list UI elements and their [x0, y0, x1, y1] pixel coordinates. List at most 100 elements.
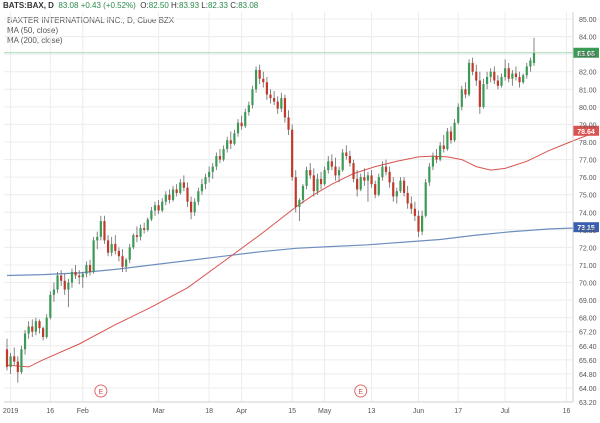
ma200-badge-bg	[573, 222, 599, 233]
candle-body	[204, 177, 207, 185]
y-tick-label: 81.00	[579, 87, 597, 94]
x-tick-label: 18	[205, 408, 213, 415]
y-tick-label: 74.00	[579, 210, 597, 217]
candles	[5, 37, 536, 383]
symbol-header: BATS:BAX, D 83.08 +0.43 (+0.52%) O:82.50…	[0, 0, 600, 13]
x-tick-label: Jun	[413, 408, 424, 415]
candle-body	[500, 77, 503, 86]
candle-body	[146, 219, 149, 230]
y-tick-label: 64.80	[579, 372, 597, 379]
legend-ma50[interactable]: MA (50, close)	[7, 26, 59, 35]
candle-body	[106, 240, 110, 253]
candle-body	[395, 191, 398, 197]
high-value: 83.93	[179, 1, 200, 10]
candle-body	[38, 321, 41, 329]
candle-body	[222, 149, 225, 160]
candle-body	[197, 191, 200, 202]
candle-body	[323, 170, 326, 185]
y-tick-label: 82.00	[579, 70, 597, 77]
candle-body	[211, 166, 214, 172]
candle-body	[421, 215, 424, 232]
candle-body	[330, 161, 333, 167]
candle-body	[247, 105, 250, 113]
legend-title: BAXTER INTERNATIONAL INC., D, Cboe BZX	[7, 16, 175, 25]
candle-body	[157, 205, 160, 211]
y-tick-label: 70.00	[579, 281, 597, 288]
candle-body	[262, 78, 265, 83]
candle-body	[164, 194, 167, 202]
candle-body	[60, 275, 63, 281]
candle-body	[280, 98, 283, 109]
candle-body	[388, 171, 391, 183]
candle-body	[258, 69, 261, 79]
open-value: 82.50	[148, 1, 169, 10]
candle-body	[532, 52, 536, 63]
candle-body	[186, 187, 189, 202]
x-tick-label: 15	[288, 408, 296, 415]
candle-body	[377, 177, 380, 195]
candle-body	[327, 161, 330, 171]
candle-body	[254, 69, 258, 90]
candle-body	[471, 62, 474, 72]
candle-body	[31, 326, 34, 332]
candle-body	[442, 145, 445, 150]
y-tick-label: 78.00	[579, 140, 597, 147]
candle-body	[410, 203, 413, 209]
candle-body	[449, 131, 453, 141]
candle-body	[34, 321, 37, 332]
candle-body	[233, 133, 236, 144]
candle-body	[374, 184, 377, 195]
candle-body	[370, 175, 373, 185]
candle-body	[269, 94, 272, 99]
candle-body	[193, 201, 196, 213]
x-tick-label: 2019	[3, 408, 19, 415]
y-tick-label: 79.00	[579, 122, 597, 129]
candle-body	[229, 140, 232, 144]
candle-body	[366, 175, 370, 181]
candle-body	[406, 192, 409, 204]
x-tick-label: 13	[368, 408, 376, 415]
candle-body	[56, 275, 59, 290]
candle-body	[74, 272, 77, 276]
ma200-badge: 73.15	[577, 225, 595, 232]
candle-body	[467, 62, 471, 95]
candle-body	[301, 185, 305, 200]
candle-body	[431, 156, 435, 167]
candle-body	[399, 180, 402, 192]
candle-body	[273, 98, 276, 102]
candle-body	[475, 71, 478, 81]
candle-body	[384, 166, 388, 172]
x-tick-label: Jul	[501, 408, 510, 415]
candle-body	[489, 71, 492, 77]
open-label: O:	[140, 1, 149, 10]
candle-body	[507, 68, 510, 79]
y-tick-label: 80.00	[579, 105, 597, 112]
candle-body	[189, 201, 193, 213]
grid	[4, 12, 572, 403]
y-tick-label: 73.00	[579, 228, 597, 235]
candle-body	[341, 152, 344, 171]
candle-body	[99, 221, 102, 237]
candle-body	[312, 175, 315, 192]
candle-body	[125, 259, 128, 267]
x-tick-label: 16	[46, 408, 54, 415]
candle-body	[92, 240, 95, 272]
legend-ma200[interactable]: MA (200, close)	[7, 36, 63, 45]
candle-body	[381, 166, 384, 178]
axes: 85.00 84.00 83.00 82.00 81.00 80.00 79.00 78.00…	[3, 12, 597, 415]
symbol-name: BATS:BAX, D	[3, 1, 54, 10]
earnings-markers[interactable]: EEE	[94, 384, 600, 398]
candle-body	[117, 250, 120, 257]
candle-body	[175, 189, 178, 193]
last-price-line: 83.08 78.64 73.15	[4, 47, 599, 233]
candle-body	[13, 356, 16, 362]
x-tick-label: Mar	[153, 408, 166, 415]
candle-body	[457, 106, 460, 123]
candle-body	[337, 170, 341, 176]
candle-body	[96, 236, 99, 241]
candle-body	[244, 112, 247, 127]
candle-body	[236, 122, 240, 134]
candle-body	[265, 82, 268, 95]
candle-body	[518, 77, 521, 83]
